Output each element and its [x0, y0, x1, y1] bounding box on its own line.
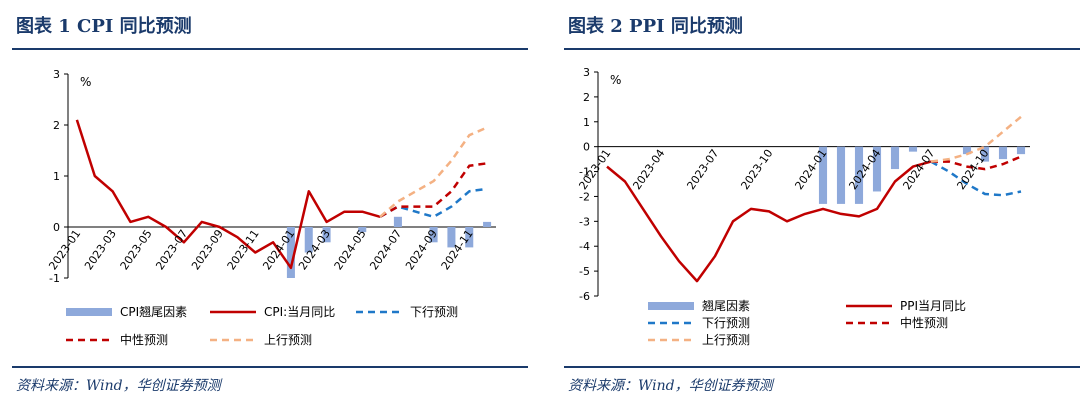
x-tick-label: 2023-01	[46, 227, 83, 272]
y-tick-label: -5	[579, 265, 590, 278]
series-line	[930, 115, 1022, 163]
x-tick-label: 2023-05	[118, 227, 155, 272]
legend-label: CPI翘尾因素	[120, 305, 187, 319]
source-rule	[12, 366, 528, 368]
series-line	[75, 119, 381, 270]
series-line	[606, 160, 932, 283]
bar	[854, 146, 864, 204]
bar	[1016, 146, 1026, 155]
x-tick-label: 2024-07	[900, 147, 937, 192]
figure-title: 图表 2 PPI 同比预测	[568, 16, 743, 37]
bar	[358, 227, 367, 233]
bar	[465, 227, 474, 248]
y-tick-label: -3	[579, 215, 590, 228]
source-note: 资料来源：Wind，华创证券预测	[568, 378, 773, 394]
series-line	[931, 155, 1022, 171]
bar	[836, 146, 846, 204]
bar	[483, 221, 492, 227]
figure-cpi: 图表 1 CPI 同比预测 -1 0 1 2 3% 2023-01 2023-03 2023-…	[0, 0, 528, 408]
y-tick-label: 3	[53, 68, 60, 81]
series-line	[930, 160, 1022, 197]
legend-label: CPI:当月同比	[264, 305, 335, 319]
x-tick-label: 2023-10	[738, 147, 775, 192]
title-rule	[12, 48, 528, 50]
bar	[322, 227, 331, 243]
x-tick-label: 2024-05	[332, 227, 369, 272]
y-tick-label: 3	[583, 66, 590, 79]
x-tick-label: 2023-07	[684, 147, 721, 192]
legend-label: 中性预测	[120, 332, 168, 347]
bar	[890, 146, 900, 170]
legend-label: PPI当月同比	[900, 299, 966, 313]
y-tick-label: 1	[583, 116, 590, 129]
cpi-chart: -1 0 1 2 3% 2023-012023-032023-052023-072023-…	[46, 68, 496, 347]
y-tick-label: 1	[53, 170, 60, 183]
y-tick-label: -1	[49, 272, 60, 285]
source-rule	[564, 366, 1080, 368]
title-rule	[564, 48, 1080, 50]
unit-label: %	[610, 73, 621, 87]
y-tick-label: 2	[53, 119, 60, 132]
y-tick-label: -6	[579, 290, 590, 303]
bar	[447, 227, 456, 248]
bar	[872, 146, 882, 192]
legend-swatch	[648, 302, 694, 310]
legend-swatch	[66, 308, 112, 316]
y-tick-label: -2	[579, 190, 590, 203]
series-line	[379, 187, 488, 219]
bar	[393, 216, 402, 227]
x-tick-label: 2024-10	[954, 147, 991, 192]
figure-ppi: 图表 2 PPI 同比预测 -6 -5 -4 -3 -2 -1 0 1 2 3% 2023-01 20…	[552, 0, 1080, 408]
x-tick-label: 2024-07	[367, 227, 404, 272]
legend-label: 上行预测	[264, 333, 312, 347]
y-tick-label: -1	[579, 166, 590, 179]
bar	[962, 146, 972, 155]
unit-label: %	[80, 75, 91, 89]
bar	[998, 146, 1008, 160]
x-tick-label: 2023-09	[189, 227, 226, 272]
x-tick-label: 2023-07	[153, 227, 190, 272]
bar	[980, 146, 990, 162]
x-tick-label: 2023-04	[630, 147, 667, 192]
x-tick-label: 2024-09	[403, 227, 440, 272]
bar	[908, 146, 918, 152]
x-tick-label: 2024-11	[439, 227, 476, 272]
bar	[286, 227, 295, 278]
y-tick-label: 0	[583, 141, 590, 154]
bar	[304, 227, 313, 253]
legend-label: 中性预测	[900, 315, 948, 330]
legend-label: 翘尾因素	[702, 299, 750, 313]
bar	[818, 146, 828, 204]
y-tick-label: 0	[53, 221, 60, 234]
bar	[429, 227, 438, 243]
legend-label: 下行预测	[702, 316, 750, 330]
x-tick-label: 2023-03	[82, 227, 119, 272]
series-line	[379, 126, 488, 218]
y-tick-label: 2	[583, 91, 590, 104]
source-note: 资料来源：Wind，华创证券预测	[16, 378, 221, 394]
legend-label: 上行预测	[702, 333, 750, 347]
legend-label: 下行预测	[410, 305, 458, 319]
y-tick-label: -4	[579, 240, 590, 253]
series-line	[379, 162, 488, 218]
x-tick-label: 2024-03	[296, 227, 333, 272]
figure-title: 图表 1 CPI 同比预测	[16, 16, 192, 37]
